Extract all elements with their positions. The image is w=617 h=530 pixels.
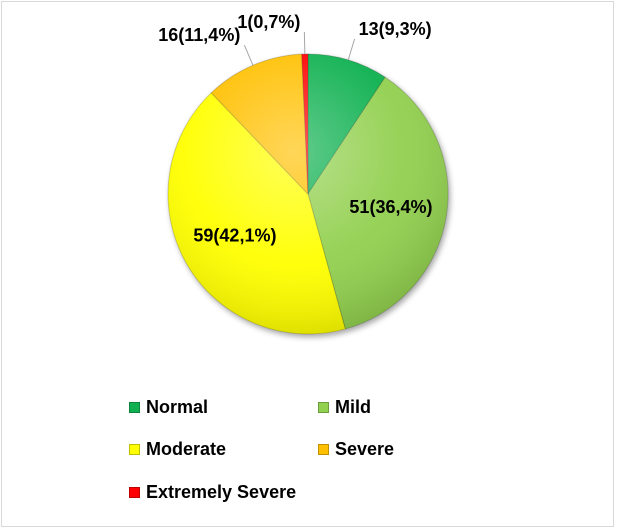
pie-highlight xyxy=(168,54,448,334)
data-label-severe: 16(11,4%) xyxy=(158,25,240,45)
data-label-extremely-severe: 1(0,7%) xyxy=(237,12,300,32)
leader-line-normal xyxy=(347,38,356,61)
data-label-normal: 13(9,3%) xyxy=(359,19,432,39)
data-label-moderate: 59(42,1%) xyxy=(193,225,276,245)
data-label-mild: 51(36,4%) xyxy=(349,197,432,217)
leader-line-severe xyxy=(243,44,254,66)
